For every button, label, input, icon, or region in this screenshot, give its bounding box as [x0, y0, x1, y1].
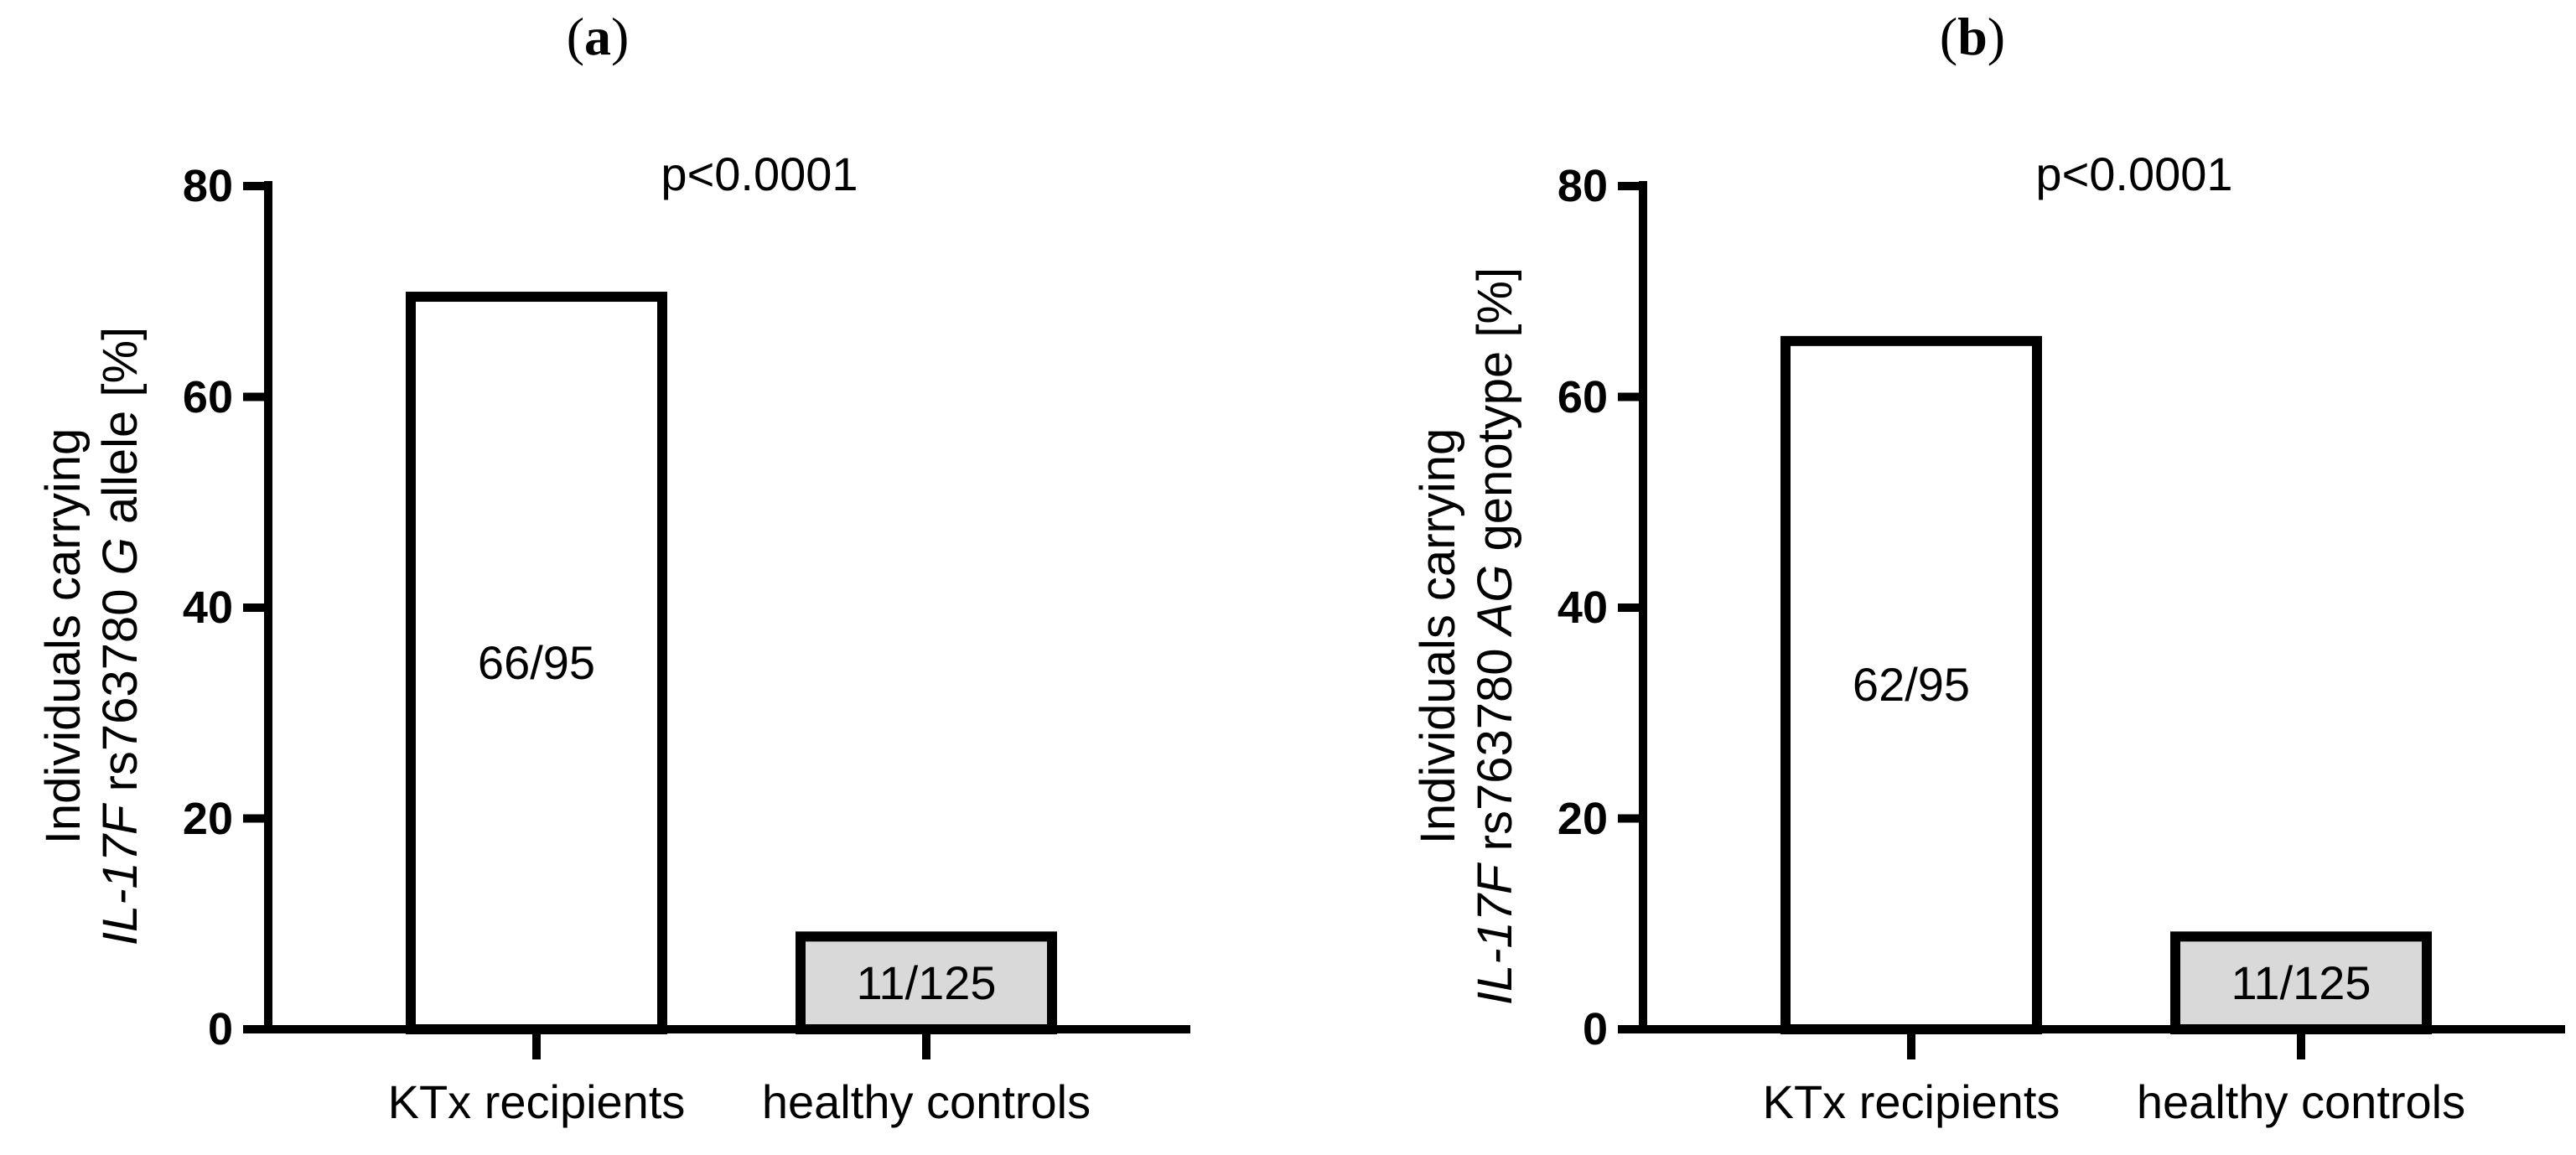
- chart-panel-b: (b) p<0.0001 Individuals carrying IL-17F…: [1375, 0, 2576, 1155]
- y-tick-label: 40: [1557, 583, 1608, 633]
- bar: [2170, 931, 2432, 1034]
- y-tick-label: 20: [1557, 793, 1608, 844]
- bar-value-label: 11/125: [856, 956, 997, 1009]
- panel-label: (a): [566, 7, 630, 66]
- y-tick-label: 60: [1557, 371, 1608, 422]
- y-tick-label: 0: [1582, 1004, 1608, 1054]
- chart-panel-a: (a) p<0.0001 Individuals carrying IL-17F…: [36, 7, 1190, 1128]
- chart-svg: [1618, 181, 2565, 1059]
- panel-label: (b): [1939, 7, 2006, 66]
- y-tick-label: 80: [182, 161, 233, 211]
- x-category-label: healthy controls: [2136, 1075, 2466, 1128]
- bar: [1780, 335, 2042, 1035]
- y-tick-label: 0: [207, 1004, 233, 1054]
- x-category-label: healthy controls: [761, 1075, 1091, 1128]
- bar-value-label: 62/95: [1852, 658, 1971, 712]
- y-tick-label: 80: [1557, 161, 1608, 211]
- y-tick-label: 40: [182, 583, 233, 633]
- chart-svg: [243, 181, 1190, 1059]
- x-category-label: KTx recipients: [387, 1075, 686, 1128]
- bar-value-label: 66/95: [477, 636, 596, 690]
- p-value-annotation: p<0.0001: [2035, 148, 2233, 200]
- y-tick-label: 20: [182, 793, 233, 844]
- x-category-label: KTx recipients: [1762, 1075, 2060, 1128]
- y-tick-label: 60: [182, 371, 233, 422]
- bar: [796, 931, 1057, 1034]
- bar-value-label: 11/125: [2231, 956, 2371, 1009]
- p-value-annotation: p<0.0001: [661, 148, 858, 200]
